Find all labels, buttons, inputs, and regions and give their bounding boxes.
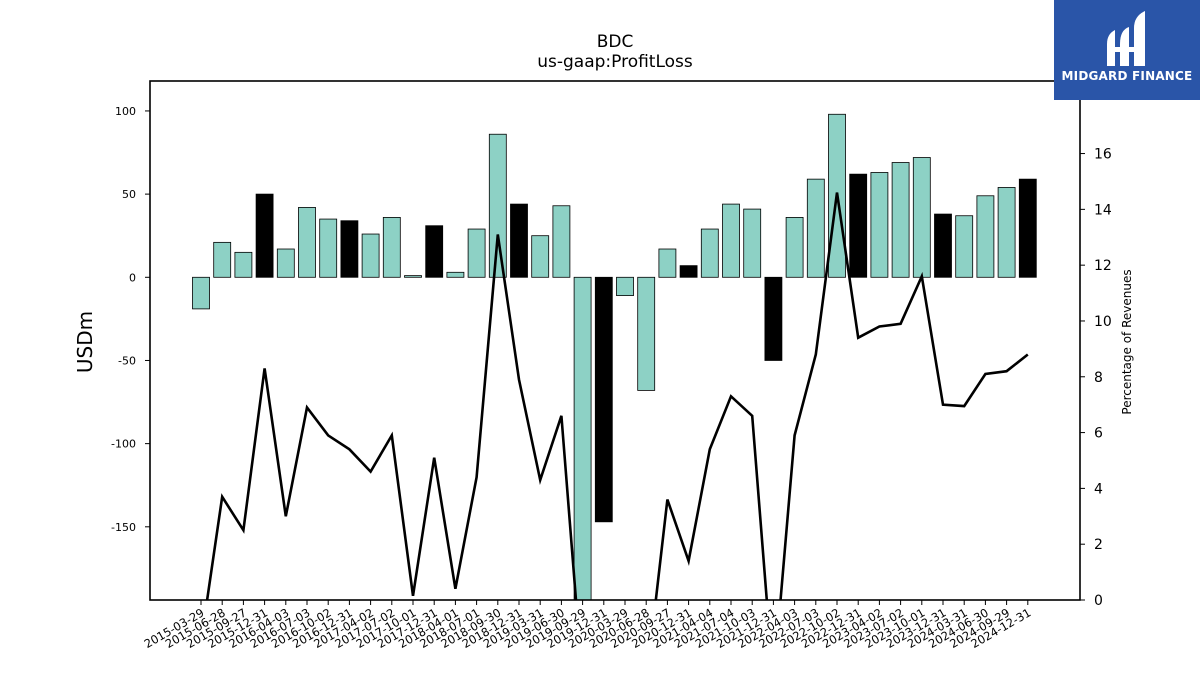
y-axis-label: USDm	[73, 311, 97, 373]
bar-2024-03-31	[955, 215, 974, 278]
bar-2018-04-01	[446, 271, 465, 278]
y-tick-label: -100	[111, 438, 136, 451]
bar-2024-12-31	[1018, 178, 1037, 278]
bar-2023-04-02	[870, 172, 889, 278]
bar-2019-09-29	[573, 276, 592, 600]
bar-2015-03-29	[192, 276, 210, 310]
bar-2017-10-01	[404, 275, 422, 278]
bar-2024-09-29	[997, 187, 1016, 278]
logo-name: MIDGARD FINANCE	[1061, 69, 1193, 83]
chart-title: BDC	[596, 32, 634, 52]
y2-tick-label: 4	[1094, 481, 1103, 497]
bar-2016-12-31	[340, 220, 359, 278]
bar-2022-12-31	[849, 173, 868, 278]
y-tick-label: 0	[129, 271, 136, 284]
bar-2023-12-31	[934, 213, 952, 278]
bar-2019-12-31	[594, 276, 613, 523]
bar-2015-09-27	[234, 251, 253, 278]
percentage-of-revenues-line	[205, 192, 1029, 600]
bar-2018-09-30	[488, 133, 507, 278]
chart-subtitle: us-gaap:ProfitLoss	[537, 52, 693, 72]
y2-tick-label: 6	[1094, 426, 1103, 442]
midgard-finance-logo: MIDGARD FINANCE	[1054, 0, 1200, 100]
y2-tick-label: 0	[1094, 593, 1103, 609]
y2-tick-label: 14	[1094, 202, 1112, 218]
y-tick-label: -150	[111, 521, 136, 534]
y2-tick-label: 16	[1094, 147, 1112, 163]
bar-2022-07-03	[806, 178, 825, 278]
bar-2016-07-03	[298, 207, 316, 278]
bar-2023-10-01	[912, 157, 931, 278]
bar-2017-07-02	[382, 217, 401, 278]
plot-frame	[149, 80, 1081, 601]
bar-2016-04-03	[276, 248, 295, 278]
bar-2024-06-30	[976, 195, 995, 278]
bar-2021-04-04	[700, 228, 719, 278]
bar-2020-09-27	[658, 248, 677, 278]
bar-2022-04-03	[785, 217, 804, 278]
bar-2018-12-31	[510, 203, 528, 278]
y2-tick-label: 12	[1094, 258, 1112, 274]
y-tick-label: 50	[122, 188, 136, 201]
bar-2020-12-31	[679, 265, 698, 278]
bar-2019-03-31	[531, 235, 550, 278]
y-tick-label: -50	[118, 354, 136, 367]
bar-2021-10-03	[743, 208, 762, 278]
bar-2021-07-04	[722, 203, 740, 278]
bar-2021-12-31	[764, 276, 783, 361]
bar-2020-06-28	[637, 276, 656, 391]
y2-tick-label: 8	[1094, 370, 1103, 386]
bar-2019-06-30	[552, 205, 571, 278]
bar-2015-06-28	[213, 241, 232, 278]
y2-tick-label: 2	[1094, 537, 1103, 553]
y2-tick-label: 10	[1094, 314, 1112, 330]
bar-2020-03-29	[616, 276, 634, 296]
bar-2017-04-02	[361, 233, 380, 278]
logo-mark-icon	[1107, 11, 1145, 66]
bar-2018-07-01	[467, 228, 486, 278]
y-tick-label: 100	[115, 105, 136, 118]
bar-2023-07-02	[891, 162, 910, 278]
bar-2017-12-31	[425, 225, 444, 278]
bar-2016-10-02	[319, 218, 338, 278]
y2-axis-label: Percentage of Revenues	[1120, 269, 1134, 414]
bar-2015-12-31	[255, 193, 274, 278]
